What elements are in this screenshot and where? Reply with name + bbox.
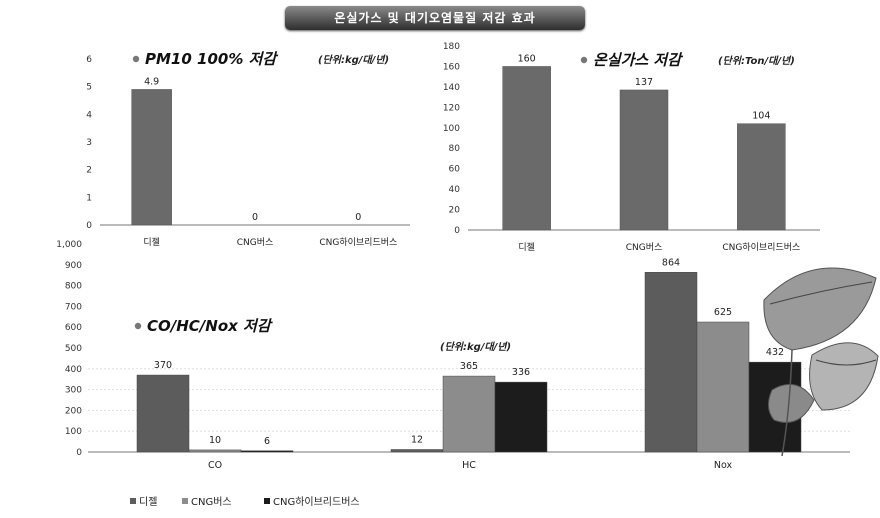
bar [240,450,294,453]
y-tick-label: 100 [65,427,82,437]
data-label: 0 [355,212,361,223]
ghg-chart: 0 20 40 60 80 100 120 140 160 180 160 디젤 137 CNG버스 104… [443,42,820,253]
y-tick-label: 180 [443,42,460,52]
x-tick-label: CNG하이브리드버스 [722,242,800,253]
co-hc-nox-chart: 0 100 200 300 400 500 600 700 800 900 1,000 370 10 6 C… [56,240,850,508]
y-tick-label: 400 [65,365,82,375]
y-tick-label: 6 [86,55,92,65]
y-tick-label: 0 [76,448,82,458]
bar [188,449,242,453]
y-tick-label: 800 [65,282,82,292]
chart-title: PM10 100% 저감 [145,50,278,68]
x-tick-label: 디젤 [518,241,535,253]
bar [502,66,551,231]
legend-label: CNG하이브리드버스 [273,495,360,508]
y-tick-label: 500 [65,344,82,354]
y-tick-label: 20 [449,206,461,216]
chart-banner-title: 온실가스 및 대기오염물질 저감 효과 [285,6,585,30]
data-label: 336 [512,367,530,378]
y-tick-label: 120 [443,103,460,113]
y-tick-label: 40 [449,185,461,195]
chart-title: 온실가스 저감 [593,51,683,69]
x-tick-label: HC [462,460,476,471]
bar [442,375,496,453]
bar [737,123,786,231]
data-label: 104 [752,111,770,122]
y-tick-label: 700 [65,302,82,312]
x-tick-label: CO [208,460,222,471]
legend-swatch [264,498,270,504]
data-label: 6 [264,436,270,447]
y-tick-label: 160 [443,62,460,72]
y-tick-label: 140 [443,83,460,93]
x-tick-label: CNG버스 [237,237,274,248]
y-tick-label: 300 [65,386,82,396]
bar [390,449,444,453]
y-tick-label: 80 [449,144,461,154]
bullet-icon [134,322,142,330]
bar [696,321,750,453]
legend-label: 디젤 [139,496,157,508]
data-label: 160 [518,53,536,64]
data-label: 365 [460,361,478,372]
y-tick-label: 600 [65,323,82,333]
y-tick-label: 1,000 [56,240,82,250]
y-tick-label: 0 [86,221,92,231]
data-label: 10 [209,435,221,446]
unit-label: (단위:kg/대/년) [440,341,511,353]
x-tick-label: CNG하이브리드버스 [319,237,397,248]
data-label: 0 [252,212,258,223]
leaf-decoration-icon [763,267,879,457]
bar [494,381,548,453]
pm10-chart: 0 1 2 3 4 5 6 4.9 디젤 0 CNG버스 0 CNG하이브리드버스 PM10 100% 저… [86,50,410,248]
y-tick-label: 2 [86,166,92,176]
bullet-icon [132,55,140,63]
y-tick-label: 200 [65,406,82,416]
x-tick-label: Nox [714,460,733,471]
data-label: 864 [662,257,680,268]
legend-swatch [130,498,136,504]
data-label: 4.9 [144,76,159,87]
y-tick-label: 100 [443,124,460,134]
legend-swatch [182,498,188,504]
y-tick-label: 4 [86,110,92,120]
data-label: 12 [411,435,423,446]
y-tick-label: 60 [449,165,461,175]
x-tick-label: CNG버스 [626,242,663,253]
x-tick-label: 디젤 [143,236,160,248]
y-tick-label: 5 [86,83,92,93]
y-tick-label: 0 [454,226,460,236]
data-label: 625 [714,307,732,318]
chart-title: CO/HC/Nox 저감 [147,317,273,335]
bar [619,89,669,231]
data-label: 137 [635,77,653,88]
unit-label: (단위:kg/대/년) [318,54,389,66]
data-label: 432 [766,347,784,358]
data-label: 370 [154,360,172,371]
bar [131,89,172,226]
y-tick-label: 3 [86,138,92,148]
y-tick-label: 900 [65,261,82,271]
bar [136,374,190,453]
bullet-icon [580,56,588,64]
y-tick-label: 1 [86,193,92,203]
unit-label: (단위:Ton/대/년) [718,55,795,67]
bar [644,272,698,453]
legend-label: CNG버스 [191,496,232,508]
